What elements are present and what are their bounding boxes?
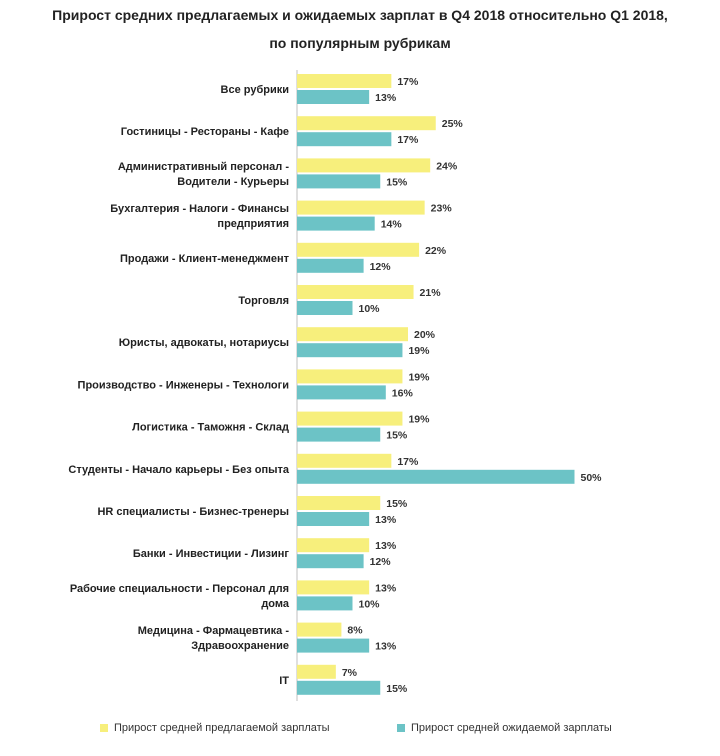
bar-expected xyxy=(297,680,381,695)
bar-offered xyxy=(297,285,414,299)
category-label: Логистика - Таможня - Склад xyxy=(132,422,289,434)
bar-expected xyxy=(297,174,381,189)
data-label-expected: 10% xyxy=(359,598,381,610)
bar-offered xyxy=(297,411,403,426)
data-label-expected: 12% xyxy=(370,261,392,273)
bar-expected xyxy=(297,638,370,653)
data-label-offered: 22% xyxy=(425,245,447,257)
bar-expected xyxy=(297,596,353,611)
bar-expected xyxy=(297,90,370,104)
legend-swatch-offered xyxy=(100,724,108,732)
category-label: Гостиницы - Рестораны - Кафе xyxy=(121,126,289,138)
bar-expected xyxy=(297,512,370,526)
category-label: Здравоохранение xyxy=(191,640,289,652)
data-label-expected: 13% xyxy=(375,92,397,104)
data-label-expected: 15% xyxy=(386,683,408,695)
bar-expected xyxy=(297,216,375,231)
data-label-offered: 7% xyxy=(342,667,358,679)
bar-offered xyxy=(297,158,431,173)
data-label-expected: 13% xyxy=(375,514,397,526)
data-label-expected: 16% xyxy=(392,387,414,399)
bar-expected xyxy=(297,385,386,400)
bar-offered xyxy=(297,496,381,510)
data-label-offered: 23% xyxy=(431,203,453,215)
bar-offered xyxy=(297,200,425,215)
bar-expected xyxy=(297,469,575,484)
bar-offered xyxy=(297,74,392,88)
category-label: Банки - Инвестиции - Лизинг xyxy=(133,548,290,560)
bar-offered xyxy=(297,369,403,384)
bar-offered xyxy=(297,116,436,131)
bar-offered xyxy=(297,664,336,679)
data-label-expected: 17% xyxy=(397,134,419,146)
category-label: Торговля xyxy=(238,295,289,307)
legend-item-offered: Прирост средней предлагаемой зарплаты xyxy=(100,722,330,734)
data-label-offered: 17% xyxy=(397,456,419,468)
category-label: Продажи - Клиент-менеджмент xyxy=(120,253,290,265)
data-label-expected: 15% xyxy=(386,176,408,188)
category-label: Административный персонал - xyxy=(118,161,289,173)
bar-offered xyxy=(297,327,408,342)
data-label-expected: 50% xyxy=(581,472,603,484)
category-label: Медицина - Фармацевтика - xyxy=(138,625,290,637)
category-label: дома xyxy=(261,598,290,610)
category-label: Бухгалтерия - Налоги - Финансы xyxy=(110,203,289,215)
data-label-offered: 13% xyxy=(375,582,397,594)
bar-expected xyxy=(297,554,364,569)
chart-title: Прирост средних предлагаемых и ожидаемых… xyxy=(52,7,668,23)
data-label-offered: 17% xyxy=(397,76,419,88)
bar-expected xyxy=(297,258,364,273)
data-label-expected: 15% xyxy=(386,430,408,442)
bar-offered xyxy=(297,453,392,468)
category-label: IT xyxy=(279,675,289,687)
category-label: HR специалисты - Бизнес-тренеры xyxy=(97,506,289,518)
category-label: Рабочие специальности - Персонал для xyxy=(70,583,289,595)
bar-offered xyxy=(297,242,420,257)
bar-expected xyxy=(297,132,392,147)
bar-expected xyxy=(297,301,353,315)
data-label-offered: 19% xyxy=(408,371,430,383)
data-label-offered: 25% xyxy=(442,118,464,130)
data-label-expected: 12% xyxy=(370,556,392,568)
data-label-expected: 10% xyxy=(359,303,381,315)
data-label-offered: 24% xyxy=(436,160,458,172)
category-label: Производство - Инженеры - Технологи xyxy=(78,379,289,391)
data-label-offered: 20% xyxy=(414,329,436,341)
category-label: Юристы, адвокаты, нотариусы xyxy=(119,337,289,349)
category-label: предприятия xyxy=(217,218,289,230)
category-label: Студенты - Начало карьеры - Без опыта xyxy=(68,464,289,476)
data-label-expected: 19% xyxy=(408,345,430,357)
data-label-expected: 13% xyxy=(375,641,397,653)
bar-offered xyxy=(297,580,370,595)
data-label-expected: 14% xyxy=(381,219,403,231)
bar-offered xyxy=(297,538,370,553)
legend-label-offered: Прирост средней предлагаемой зарплаты xyxy=(114,722,330,734)
category-label: Водители - Курьеры xyxy=(177,176,289,188)
bar-offered xyxy=(297,622,342,637)
category-label: Все рубрики xyxy=(221,84,289,96)
bar-expected xyxy=(297,343,403,358)
bar-expected xyxy=(297,427,381,442)
data-label-offered: 19% xyxy=(408,414,430,426)
data-label-offered: 13% xyxy=(375,540,397,552)
data-label-offered: 15% xyxy=(386,498,408,510)
legend-item-expected: Прирост средней ожидаемой зарплаты xyxy=(397,722,612,734)
chart-subtitle: по популярным рубрикам xyxy=(269,35,451,51)
legend-swatch-expected xyxy=(397,724,405,732)
data-label-offered: 8% xyxy=(347,625,363,637)
legend-label-expected: Прирост средней ожидаемой зарплаты xyxy=(411,722,612,734)
data-label-offered: 21% xyxy=(420,287,442,299)
